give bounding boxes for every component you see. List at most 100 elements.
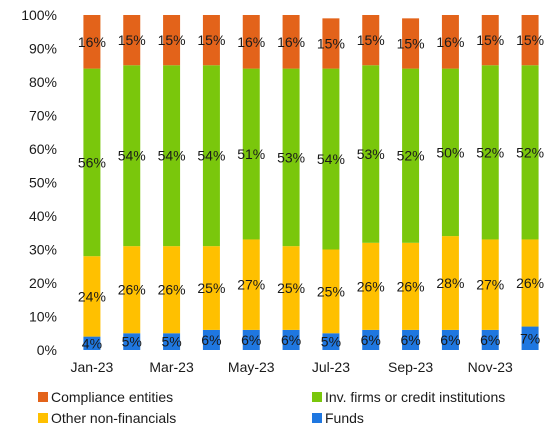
bar-segment	[242, 239, 260, 330]
bar-segment	[163, 15, 181, 66]
data-label: 15%	[516, 32, 544, 48]
bar-segment	[242, 15, 260, 69]
data-label: 6%	[201, 332, 221, 348]
data-label: 6%	[361, 332, 381, 348]
bar-segment	[481, 65, 499, 240]
bar-segment	[83, 15, 101, 69]
data-label: 50%	[436, 144, 464, 160]
bar-segment	[402, 329, 420, 350]
bar-segment	[362, 65, 380, 243]
y-tick-label: 40%	[29, 208, 57, 224]
bar-segment	[202, 65, 220, 247]
data-label: 5%	[122, 334, 142, 350]
bar-segment	[163, 246, 181, 334]
bar-segment	[123, 65, 141, 247]
y-tick-label: 100%	[21, 7, 57, 23]
bar-segment	[83, 336, 101, 350]
bar-segment	[521, 15, 539, 66]
data-label: 6%	[281, 332, 301, 348]
data-label: 25%	[197, 280, 225, 296]
data-label: 4%	[82, 335, 102, 351]
y-tick-label: 10%	[29, 309, 57, 325]
bar-segment	[481, 329, 499, 350]
data-label: 27%	[476, 277, 504, 293]
data-label: 54%	[158, 148, 186, 164]
data-label: 6%	[480, 332, 500, 348]
bar-segment	[322, 68, 340, 250]
legend-swatch	[38, 392, 48, 402]
data-label: 56%	[78, 154, 106, 170]
data-label: 16%	[436, 34, 464, 50]
x-tick-label: Jan-23	[71, 359, 114, 375]
bar-segment	[282, 15, 300, 69]
bar-segment	[322, 18, 340, 69]
bar-segment	[242, 68, 260, 240]
y-tick-label: 70%	[29, 108, 57, 124]
bar-segment	[521, 239, 539, 327]
bar-segment	[362, 329, 380, 350]
data-label: 5%	[161, 334, 181, 350]
bar-segment	[202, 246, 220, 330]
data-label: 52%	[516, 144, 544, 160]
data-label: 51%	[237, 146, 265, 162]
bar-segment	[441, 329, 459, 350]
legend-label: Inv. firms or credit institutions	[325, 389, 505, 405]
bar-segment	[322, 333, 340, 350]
data-label: 53%	[357, 146, 385, 162]
bar-segment	[123, 246, 141, 334]
x-tick-label: Jul-23	[312, 359, 350, 375]
x-tick-label: Mar-23	[149, 359, 194, 375]
legend: Compliance entities Inv. firms or credit …	[38, 389, 505, 426]
data-label: 26%	[397, 278, 425, 294]
bars	[83, 15, 539, 350]
data-label: 27%	[237, 277, 265, 293]
data-label: 53%	[277, 149, 305, 165]
data-label: 16%	[237, 34, 265, 50]
bar-segment	[282, 68, 300, 247]
data-label: 52%	[476, 144, 504, 160]
legend-label: Other non-financials	[51, 410, 176, 426]
legend-label: Funds	[325, 410, 364, 426]
data-label: 26%	[118, 282, 146, 298]
y-tick-label: 60%	[29, 141, 57, 157]
data-labels: 4% 24% 56% 16% 5% 26% 54% 15% 5% 26% 54% 15% 6% 25% 54…	[78, 32, 544, 351]
bar-segment	[441, 15, 459, 69]
bar-segment	[402, 18, 420, 69]
legend-swatch	[312, 413, 322, 423]
data-label: 15%	[476, 32, 504, 48]
bar-segment	[163, 65, 181, 247]
data-label: 25%	[317, 283, 345, 299]
data-label: 16%	[277, 34, 305, 50]
data-label: 7%	[520, 330, 540, 346]
y-tick-label: 80%	[29, 74, 57, 90]
y-tick-label: 20%	[29, 275, 57, 291]
y-tick-label: 90%	[29, 41, 57, 57]
data-label: 26%	[516, 275, 544, 291]
data-label: 6%	[440, 332, 460, 348]
legend-label: Compliance entities	[51, 389, 173, 405]
bar-segment	[402, 68, 420, 243]
y-tick-label: 30%	[29, 242, 57, 258]
data-label: 15%	[158, 32, 186, 48]
data-label: 15%	[357, 32, 385, 48]
bar-segment	[242, 329, 260, 350]
y-tick-label: 0%	[37, 342, 57, 358]
data-label: 15%	[397, 35, 425, 51]
bar-segment	[202, 329, 220, 350]
data-label: 54%	[118, 148, 146, 164]
data-label: 54%	[317, 151, 345, 167]
bar-segment	[362, 242, 380, 330]
data-label: 54%	[197, 148, 225, 164]
data-label: 16%	[78, 34, 106, 50]
data-label: 15%	[317, 35, 345, 51]
bar-segment	[83, 256, 101, 337]
legend-swatch	[312, 392, 322, 402]
data-label: 15%	[118, 32, 146, 48]
data-label: 5%	[321, 334, 341, 350]
bar-segment	[123, 15, 141, 66]
bar-segment	[202, 15, 220, 66]
bar-segment	[322, 249, 340, 334]
bar-segment	[521, 65, 539, 240]
bar-segment	[441, 68, 459, 237]
bar-segment	[441, 236, 459, 330]
